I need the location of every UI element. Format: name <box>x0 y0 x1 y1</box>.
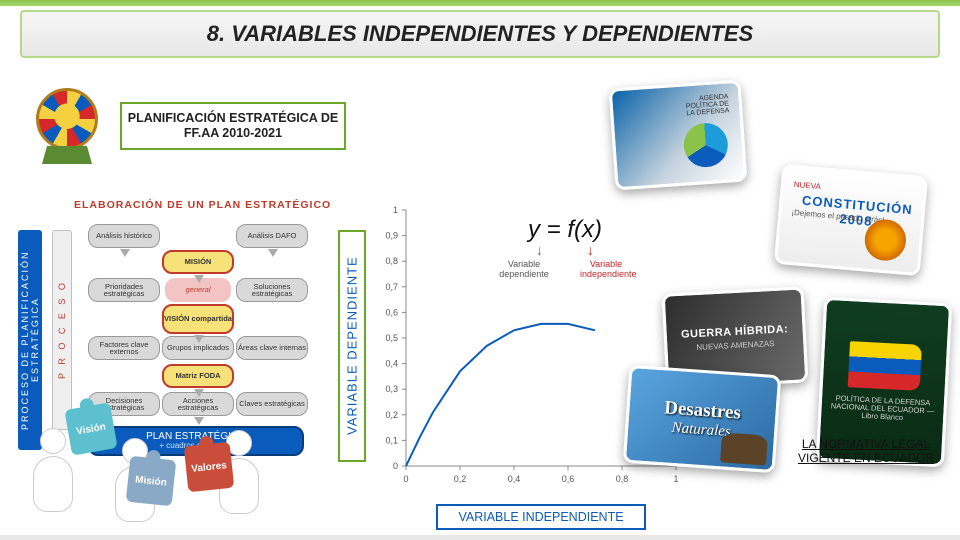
arrow-icon <box>194 275 204 283</box>
tile5-text: POLÍTICA DE LA DEFENSA NACIONAL DEL ECUA… <box>825 394 940 425</box>
normativa-line1: LA NORMATIVA LEGAL <box>802 437 930 451</box>
svg-text:0,4: 0,4 <box>385 359 398 369</box>
svg-text:0: 0 <box>403 474 408 484</box>
svg-text:0,4: 0,4 <box>508 474 521 484</box>
box-mision: MISIÓN <box>162 250 234 274</box>
x-axis-label: VARIABLE INDEPENDIENTE <box>436 504 646 530</box>
box-analisis-dafo: Análisis DAFO <box>236 224 308 248</box>
crest-ring-icon <box>36 88 98 150</box>
box-foda: Matriz FODA <box>162 364 234 388</box>
top-stripe <box>0 0 960 6</box>
people-puzzle: Visión Misión Valores <box>20 400 280 530</box>
normativa-caption: LA NORMATIVA LEGAL VIGENTE EN ECUADOR <box>790 438 942 466</box>
svg-text:0,3: 0,3 <box>385 384 398 394</box>
tile-constitucion: NUEVA CONSTITUCIÓN 2008 ¡Dejemos el pasa… <box>774 164 928 276</box>
box-areas: Áreas clave internas <box>236 336 308 360</box>
arrow-icon <box>194 389 204 397</box>
svg-text:1: 1 <box>673 474 678 484</box>
arrow-down-icon: ↓ <box>536 242 543 258</box>
crest-emblem <box>28 88 106 176</box>
planificacion-line2: FF.AA 2010-2021 <box>184 126 282 141</box>
arrow-icon <box>120 249 130 257</box>
svg-text:0,5: 0,5 <box>385 333 398 343</box>
ecuador-flag-icon <box>848 341 922 391</box>
normativa-line2: VIGENTE EN ECUADOR <box>798 451 934 465</box>
page-title: 8. VARIABLES INDEPENDIENTES Y DEPENDIENT… <box>20 10 940 58</box>
svg-text:1: 1 <box>393 205 398 215</box>
box-analisis-historico: Análisis histórico <box>88 224 160 248</box>
planificacion-box: PLANIFICACIÓN ESTRATÉGICA DE FF.AA 2010-… <box>120 102 346 150</box>
svg-text:0,2: 0,2 <box>454 474 467 484</box>
svg-text:0,6: 0,6 <box>385 307 398 317</box>
arrow-icon <box>268 249 278 257</box>
box-prioridades: Prioridades estratégicas <box>88 278 160 302</box>
tile1-title: AGENDA POLÍTICA DE LA DEFENSA <box>672 89 734 122</box>
box-factores-ext: Factores clave externos <box>88 336 160 360</box>
puzzle-mision: Misión <box>126 456 177 507</box>
svg-text:0,2: 0,2 <box>385 410 398 420</box>
y-axis-label: VARIABLE DEPENDIENTE <box>338 230 366 462</box>
proc-title: ELABORACIÓN DE UN PLAN ESTRATÉGICO <box>74 199 331 211</box>
svg-text:0,8: 0,8 <box>616 474 629 484</box>
svg-text:0: 0 <box>393 461 398 471</box>
tile-agenda-defensa: AGENDA POLÍTICA DE LA DEFENSA <box>609 80 748 191</box>
box-soluciones: Soluciones estratégicas <box>236 278 308 302</box>
svg-text:0,6: 0,6 <box>562 474 575 484</box>
arrow-icon <box>194 335 204 343</box>
svg-text:0,9: 0,9 <box>385 231 398 241</box>
puzzle-vision: Visión <box>64 402 117 455</box>
svg-text:0,1: 0,1 <box>385 435 398 445</box>
box-vision: VISIÓN compartida <box>162 304 234 334</box>
equation-text: y = f(x) <box>528 216 602 244</box>
arrow-down-icon: ↓ <box>587 242 594 258</box>
bottom-stripe <box>0 535 960 540</box>
tile-desastres: Desastres Naturales <box>623 365 781 473</box>
tile2-brand: NUEVA <box>793 180 821 191</box>
equation-block: y = f(x) ↓ ↓ Variable dependiente Variabl… <box>498 216 632 279</box>
svg-text:0,8: 0,8 <box>385 256 398 266</box>
eq-indep-label: Variable independiente <box>580 259 632 279</box>
puzzle-valores: Valores <box>184 442 235 493</box>
planificacion-line1: PLANIFICACIÓN ESTRATÉGICA DE <box>128 111 338 126</box>
crest-base-icon <box>42 146 92 164</box>
eq-dep-label: Variable dependiente <box>498 259 550 279</box>
rock-icon <box>720 432 768 465</box>
svg-text:0,7: 0,7 <box>385 282 398 292</box>
